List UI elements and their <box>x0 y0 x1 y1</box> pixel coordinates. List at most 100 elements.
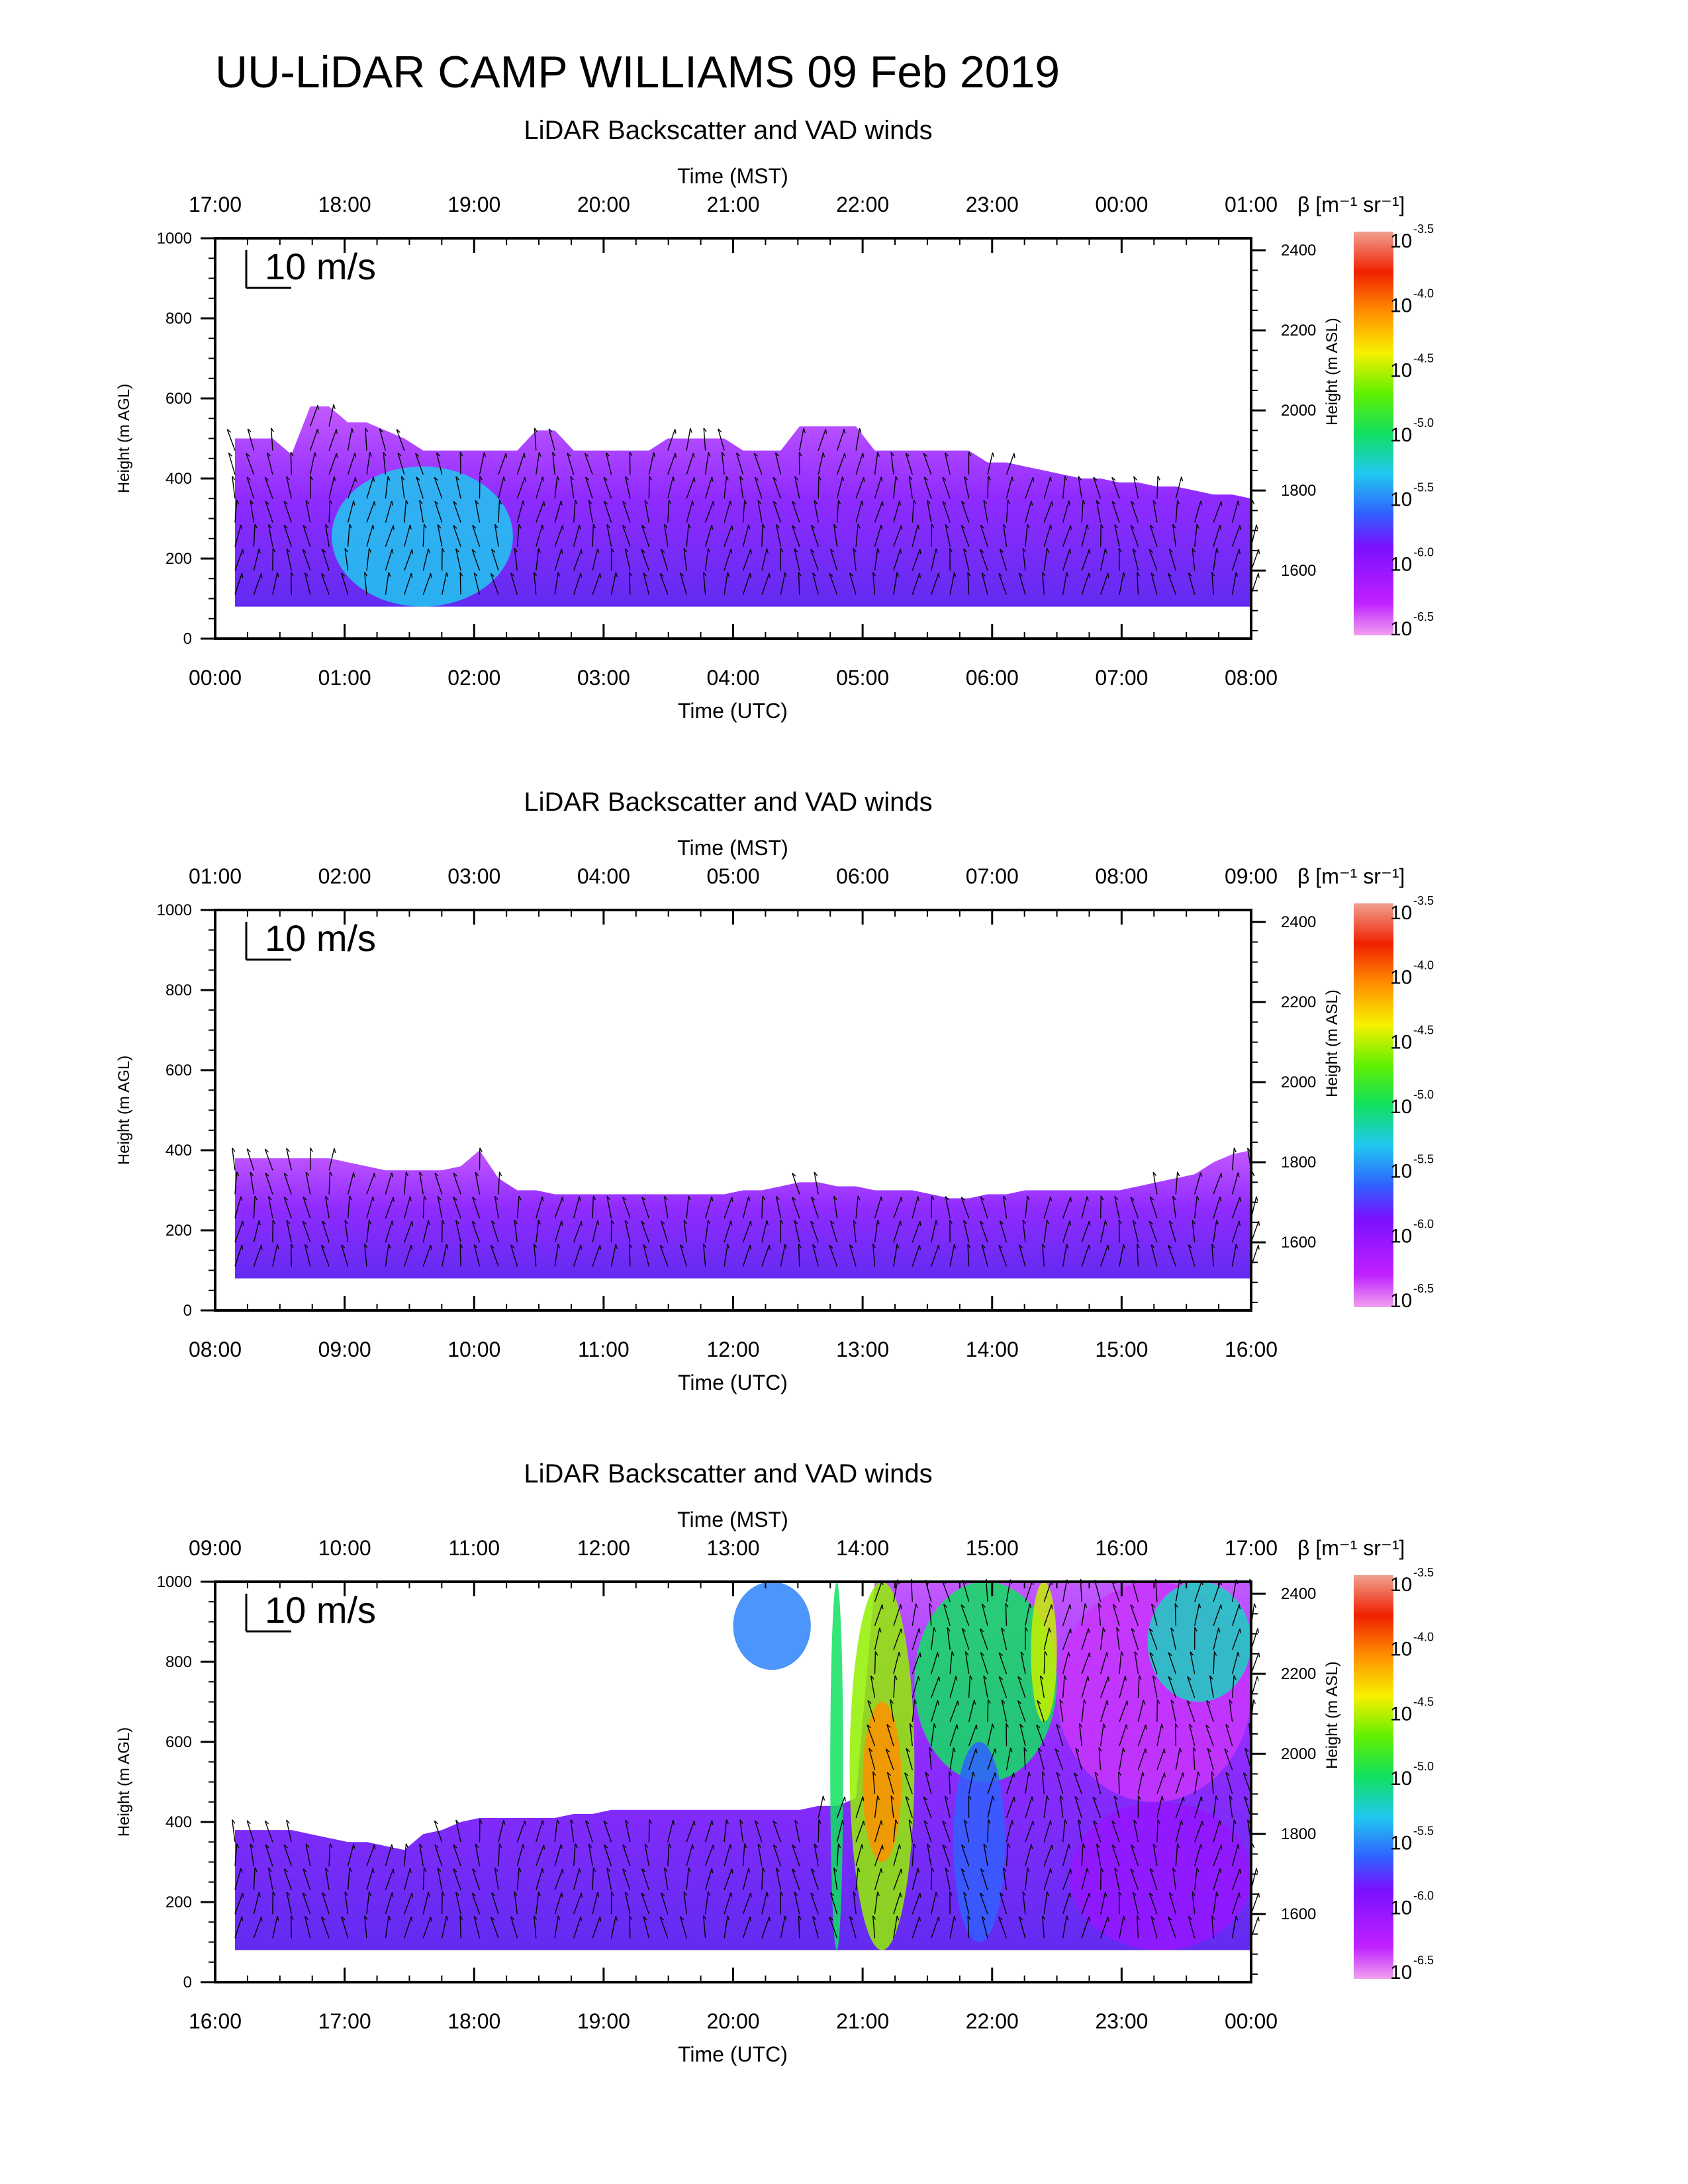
y-right-tick-label: 2200 <box>1281 993 1316 1011</box>
top-tick-label: 21:00 <box>706 193 759 216</box>
x-axis-label: Time (UTC) <box>678 699 788 723</box>
backscatter-feature-6 <box>953 1742 1006 1942</box>
x-tick-label: 16:00 <box>189 2009 242 2033</box>
x-tick-label: 10:00 <box>447 1338 500 1361</box>
top-tick-label: 16:00 <box>1095 1536 1148 1560</box>
y-tick-label: 400 <box>165 1142 192 1160</box>
colorbar-exponent-label: -6.0 <box>1413 1889 1434 1902</box>
backscatter-feature-5 <box>914 1582 1057 1782</box>
colorbar-exponent-label: -6.5 <box>1413 1282 1434 1295</box>
panel-title: LiDAR Backscatter and VAD winds <box>524 1459 932 1488</box>
y-tick-label: 0 <box>183 1974 192 1991</box>
colorbar-title: β [m⁻¹ sr⁻¹] <box>1297 1536 1405 1560</box>
y-tick-label: 800 <box>165 310 192 328</box>
y-tick-label: 600 <box>165 390 192 408</box>
x-tick-label: 05:00 <box>836 666 889 690</box>
colorbar-base-label: 10 <box>1390 967 1412 989</box>
colorbar-base-label: 10 <box>1390 1768 1412 1790</box>
colorbar-exponent-label: -4.5 <box>1413 1695 1434 1708</box>
colorbar-base-label: 10 <box>1390 424 1412 446</box>
top-tick-label: 06:00 <box>836 864 889 888</box>
x-tick-label: 17:00 <box>318 2009 371 2033</box>
colorbar-base-label: 10 <box>1390 1574 1412 1596</box>
y-right-tick-label: 2400 <box>1281 242 1316 259</box>
x-tick-label: 22:00 <box>966 2009 1019 2033</box>
colorbar-exponent-label: -4.0 <box>1413 287 1434 300</box>
colorbar-exponent-label: -5.0 <box>1413 1088 1434 1101</box>
top-tick-label: 08:00 <box>1095 864 1148 888</box>
top-axis-title: Time (MST) <box>677 164 788 188</box>
y-tick-label: 400 <box>165 1813 192 1831</box>
top-tick-label: 14:00 <box>836 1536 889 1560</box>
page-title: UU-LiDAR CAMP WILLIAMS 09 Feb 2019 <box>215 47 1060 97</box>
colorbar-base-label: 10 <box>1390 489 1412 511</box>
colorbar-exponent-label: -3.5 <box>1413 894 1434 907</box>
x-tick-label: 20:00 <box>706 2009 759 2033</box>
y-right-tick-label: 2400 <box>1281 1585 1316 1603</box>
backscatter-layer <box>235 1150 1251 1279</box>
x-tick-label: 21:00 <box>836 2009 889 2033</box>
colorbar-title: β [m⁻¹ sr⁻¹] <box>1297 193 1405 216</box>
colorbar-exponent-label: -5.0 <box>1413 416 1434 430</box>
chart-panel-2: LiDAR Backscatter and VAD winds Time (MST… <box>115 788 1434 1394</box>
y-tick-label: 1000 <box>157 1573 192 1591</box>
y-right-tick-label: 2200 <box>1281 1665 1316 1683</box>
colorbar-base-label: 10 <box>1390 1031 1412 1053</box>
top-tick-label: 10:00 <box>318 1536 371 1560</box>
top-tick-label: 05:00 <box>706 864 759 888</box>
colorbar-exponent-label: -5.0 <box>1413 1760 1434 1773</box>
colorbar-base-label: 10 <box>1390 618 1412 640</box>
panel-title: LiDAR Backscatter and VAD winds <box>524 116 932 145</box>
wind-scale-label: 10 m/s <box>265 917 376 959</box>
colorbar-exponent-label: -5.5 <box>1413 481 1434 494</box>
backscatter-feature-9 <box>1147 1582 1251 1702</box>
backscatter-feature-7 <box>1031 1582 1057 1722</box>
top-axis-title: Time (MST) <box>677 836 788 860</box>
x-tick-label: 09:00 <box>318 1338 371 1361</box>
y-right-axis-label: Height (m ASL) <box>1323 1661 1341 1769</box>
colorbar-exponent-label: -4.5 <box>1413 1023 1434 1036</box>
top-tick-label: 00:00 <box>1095 193 1148 216</box>
y-tick-label: 0 <box>183 630 192 648</box>
colorbar-base-label: 10 <box>1390 295 1412 317</box>
top-tick-label: 23:00 <box>966 193 1019 216</box>
y-right-tick-label: 1600 <box>1281 1234 1316 1251</box>
top-tick-label: 04:00 <box>577 864 630 888</box>
colorbar-exponent-label: -4.0 <box>1413 1631 1434 1644</box>
top-tick-label: 11:00 <box>448 1536 500 1560</box>
chart-panel-3: LiDAR Backscatter and VAD winds Time (MST… <box>115 1459 1434 2066</box>
x-tick-label: 16:00 <box>1225 1338 1278 1361</box>
colorbar-exponent-label: -4.5 <box>1413 351 1434 365</box>
wind-scale-label: 10 m/s <box>265 246 376 287</box>
colorbar-exponent-label: -6.5 <box>1413 610 1434 623</box>
colorbar-base-label: 10 <box>1390 1703 1412 1725</box>
y-tick-label: 400 <box>165 470 192 488</box>
top-tick-label: 01:00 <box>1225 193 1278 216</box>
top-tick-label: 01:00 <box>189 864 242 888</box>
x-tick-label: 14:00 <box>966 1338 1019 1361</box>
y-tick-label: 0 <box>183 1302 192 1320</box>
y-right-tick-label: 2400 <box>1281 913 1316 931</box>
y-tick-label: 600 <box>165 1733 192 1751</box>
backscatter-feature-1 <box>332 466 513 607</box>
colorbar-base-label: 10 <box>1390 1897 1412 1919</box>
colorbar <box>1354 903 1393 1307</box>
vad-wind-arrows <box>232 1578 1260 1938</box>
vad-wind-arrows <box>232 1147 1260 1267</box>
colorbar-base-label: 10 <box>1390 230 1412 252</box>
top-axis-title: Time (MST) <box>677 1508 788 1531</box>
y-right-tick-label: 1800 <box>1281 1825 1316 1843</box>
backscatter-feature-1 <box>733 1582 811 1670</box>
y-right-tick-label: 1600 <box>1281 1905 1316 1923</box>
colorbar-base-label: 10 <box>1390 1161 1412 1183</box>
x-tick-label: 01:00 <box>318 666 371 690</box>
colorbar-exponent-label: -6.5 <box>1413 1954 1434 1967</box>
top-tick-label: 19:00 <box>447 193 500 216</box>
top-tick-label: 13:00 <box>706 1536 759 1560</box>
y-axis-label: Height (m AGL) <box>115 1727 133 1837</box>
y-right-tick-label: 2000 <box>1281 1745 1316 1763</box>
x-tick-label: 15:00 <box>1095 1338 1148 1361</box>
colorbar-exponent-label: -3.5 <box>1413 1566 1434 1579</box>
y-right-tick-label: 2000 <box>1281 1073 1316 1091</box>
